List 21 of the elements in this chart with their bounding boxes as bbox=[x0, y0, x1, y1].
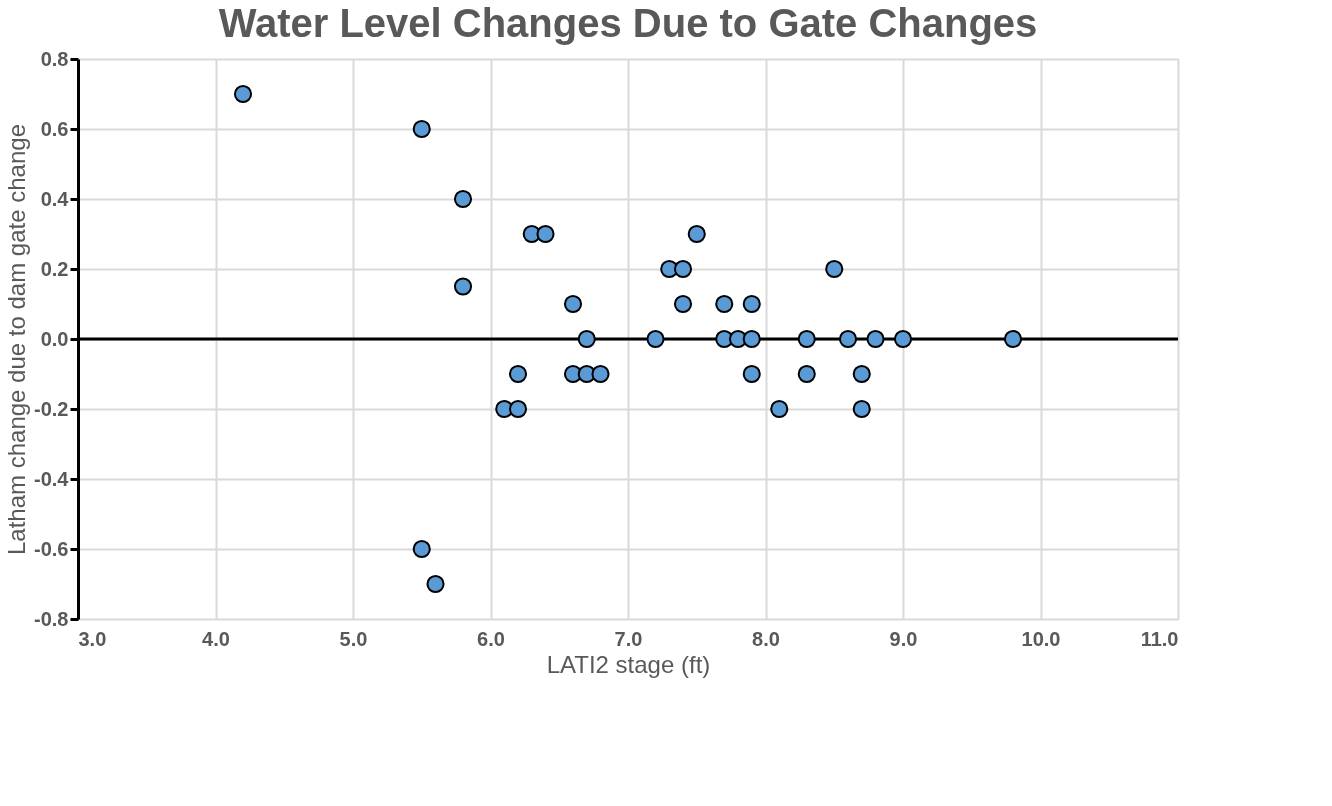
y-tick-label: -0.6 bbox=[34, 537, 69, 560]
x-axis-title: LATI2 stage (ft) bbox=[546, 650, 711, 678]
x-tick-label: 11.0 bbox=[1140, 627, 1179, 650]
x-tick-label: 10.0 bbox=[1021, 627, 1061, 650]
y-tick-label: 0.6 bbox=[40, 117, 69, 140]
x-tick-label: 5.0 bbox=[339, 627, 368, 650]
y-tick-label: -0.4 bbox=[34, 467, 70, 490]
y-axis-title: Latham change due to dam gate change bbox=[3, 124, 31, 555]
y-tick-label: 0.4 bbox=[40, 187, 70, 210]
x-tick-label: 3.0 bbox=[78, 627, 107, 650]
y-tick-label: -0.2 bbox=[34, 397, 69, 420]
y-tick-label: 0.8 bbox=[40, 47, 69, 70]
y-tick-label: 0.2 bbox=[40, 257, 69, 280]
x-tick-label: 6.0 bbox=[477, 627, 505, 650]
x-tick-label: 8.0 bbox=[752, 627, 780, 650]
x-tick-label: 9.0 bbox=[889, 627, 918, 650]
y-tick-label: -0.8 bbox=[34, 607, 69, 630]
x-tick-label: 7.0 bbox=[614, 627, 643, 650]
chart-title: Water Level Changes Due to Gate Changes bbox=[218, 1, 1038, 45]
y-tick-label: 0.0 bbox=[40, 327, 69, 350]
x-tick-label: 4.0 bbox=[202, 627, 230, 650]
